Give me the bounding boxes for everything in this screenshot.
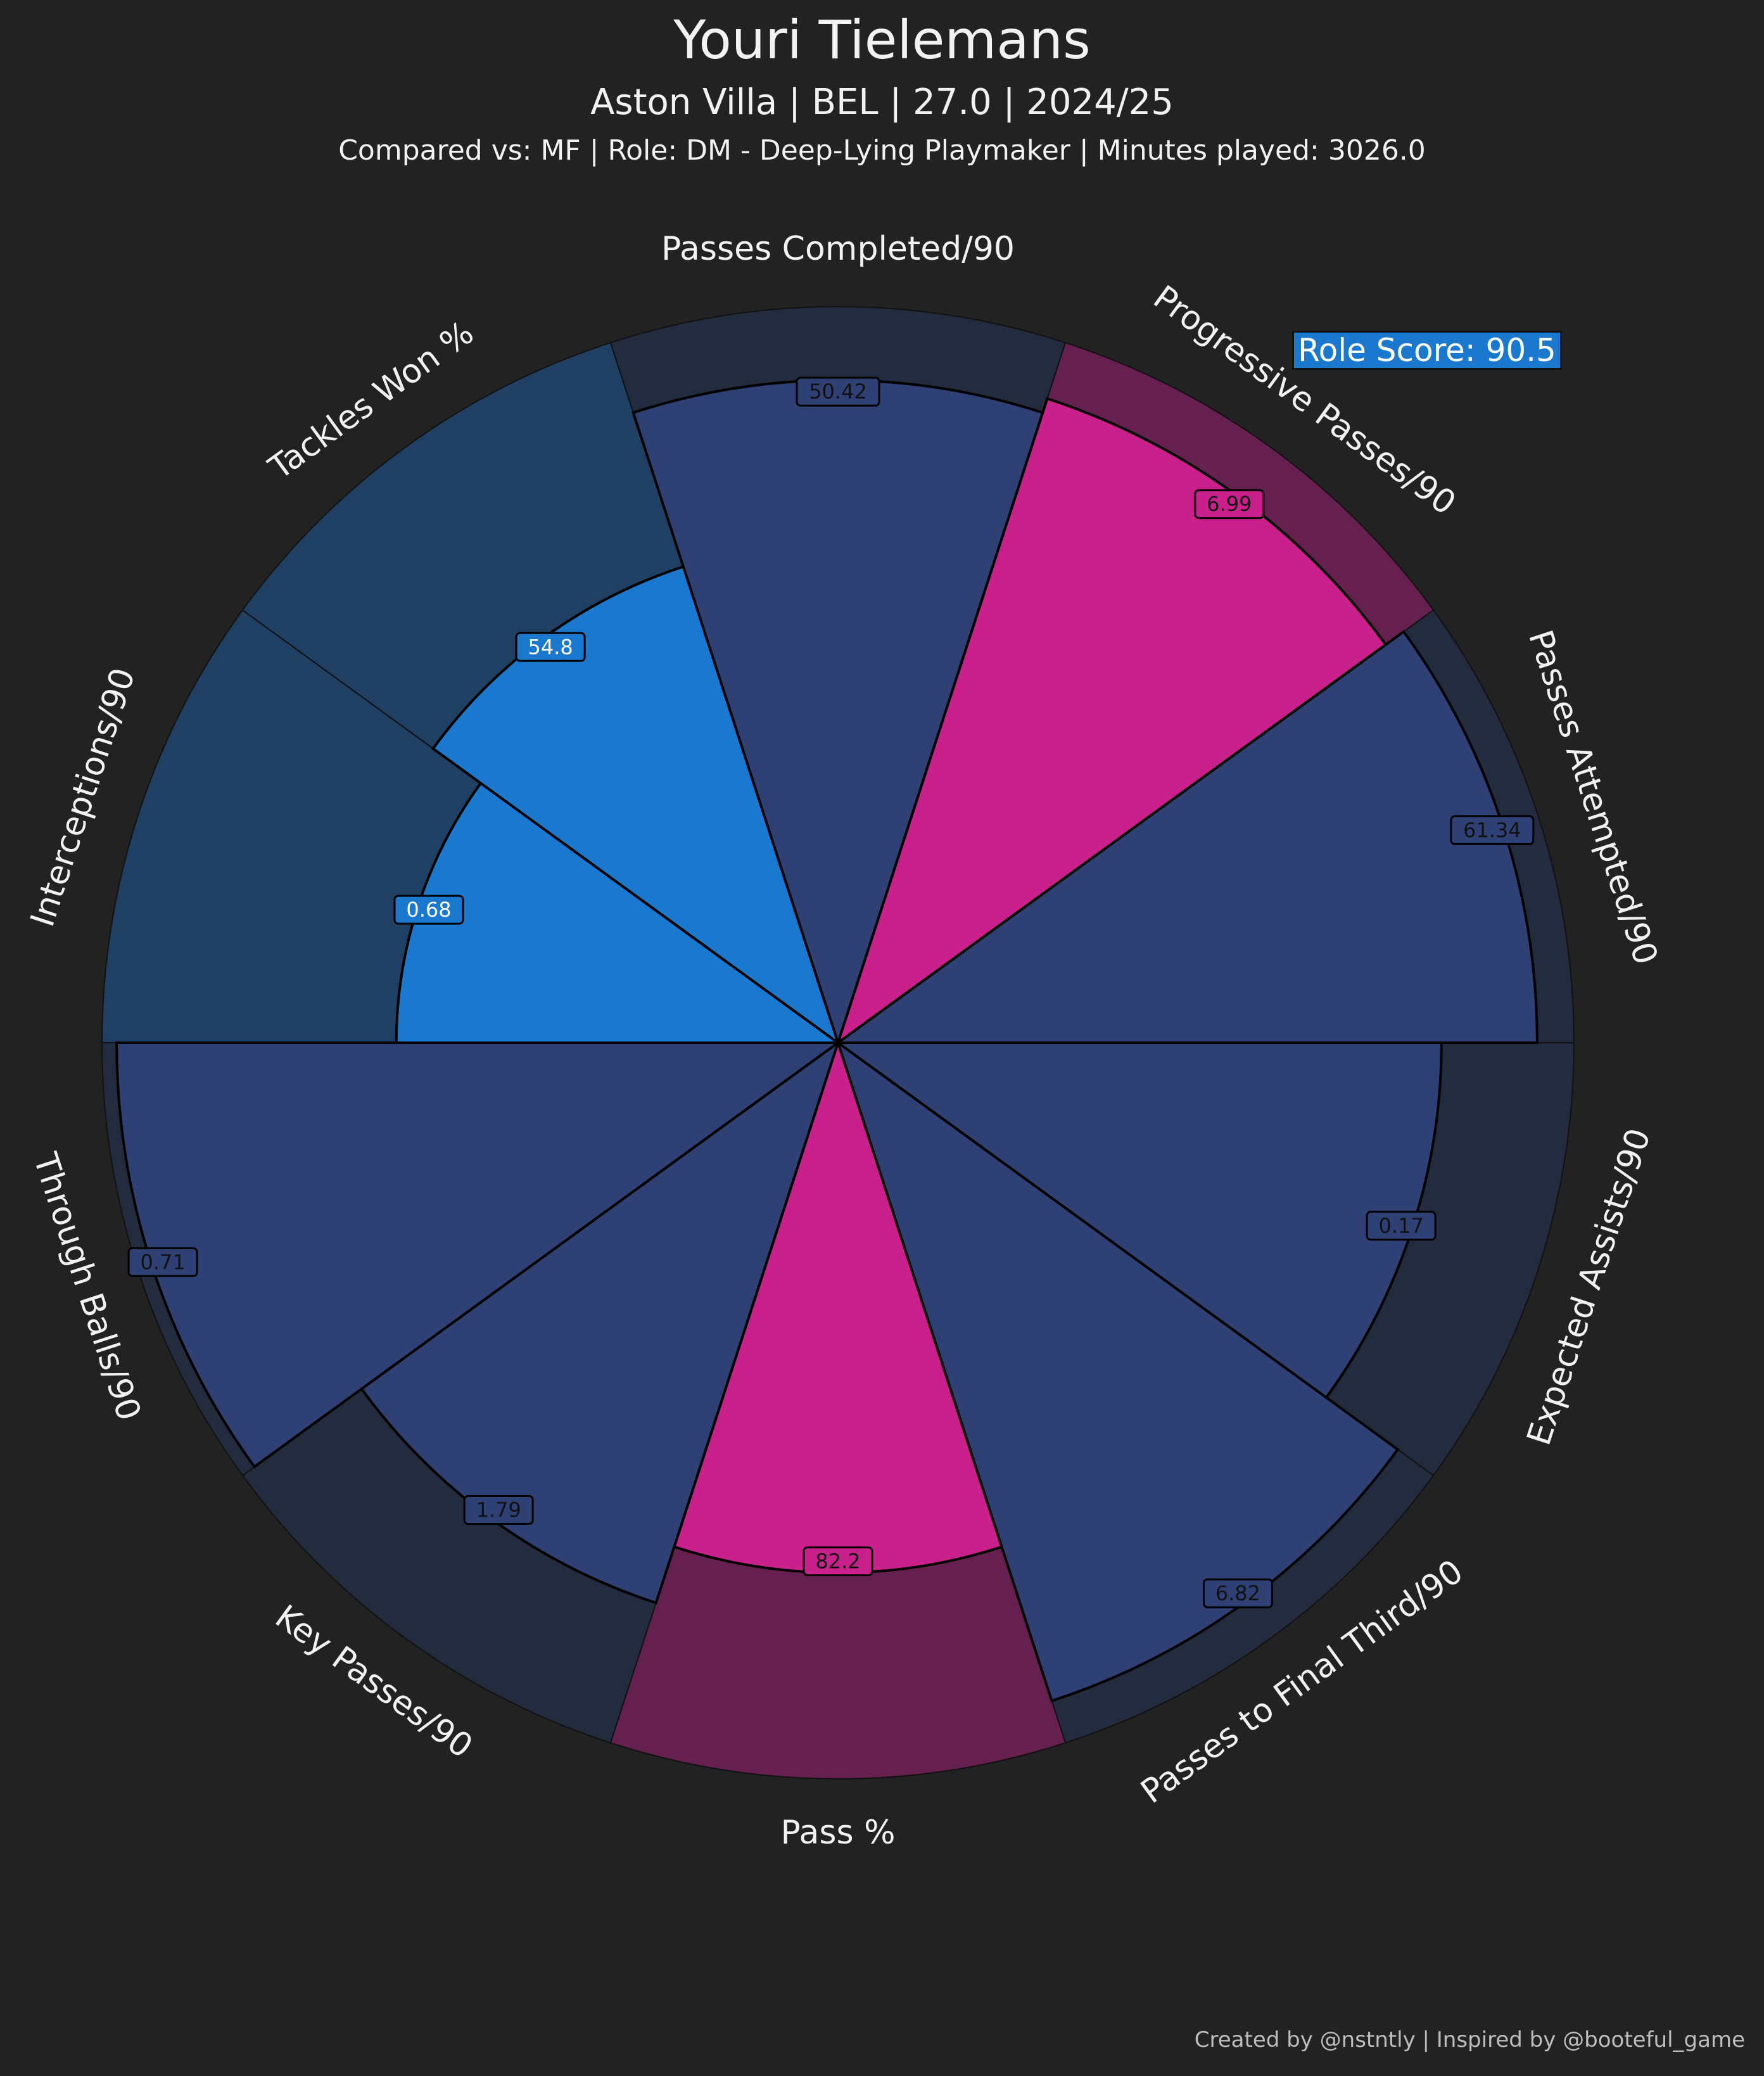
player-name-title: Youri Tielemans [673,9,1091,71]
value-label-progressive-passes-90: 6.99 [1194,489,1265,519]
svg-text:61.34: 61.34 [1463,818,1521,842]
value-label-key-passes-90: 1.79 [463,1495,534,1525]
value-label-tackles-won: 54.8 [515,632,586,662]
value-label-through-balls-90: 0.71 [127,1247,198,1277]
value-label-passes-completed-90: 50.42 [796,376,880,407]
svg-text:0.17: 0.17 [1378,1214,1423,1238]
svg-text:50.42: 50.42 [809,379,867,404]
comparison-info: Compared vs: MF | Role: DM - Deep-Lying … [338,134,1426,167]
value-label-interceptions-90: 0.68 [393,895,464,925]
svg-text:6.99: 6.99 [1207,492,1252,516]
value-label-pass: 82.2 [803,1546,873,1577]
value-label-expected-assists-90: 0.17 [1366,1211,1437,1241]
player-info-subtitle: Aston Villa | BEL | 27.0 | 2024/25 [590,82,1174,123]
value-label-passes-attempted-90: 61.34 [1450,815,1535,845]
svg-text:1.79: 1.79 [476,1498,521,1522]
svg-text:6.82: 6.82 [1215,1581,1260,1605]
svg-text:82.2: 82.2 [815,1550,860,1574]
param-label-passes-completed-90: Passes Completed/90 [661,230,1015,268]
value-label-passes-to-final-third-90: 6.82 [1202,1578,1273,1608]
param-label-pass: Pass % [780,1814,895,1852]
svg-text:54.8: 54.8 [528,635,573,659]
svg-text:0.68: 0.68 [406,898,451,922]
role-score-badge: Role Score: 90.5 [1292,331,1562,370]
svg-text:0.71: 0.71 [140,1250,185,1274]
credit-text: Created by @nstntly | Inspired by @boote… [1194,2027,1745,2053]
